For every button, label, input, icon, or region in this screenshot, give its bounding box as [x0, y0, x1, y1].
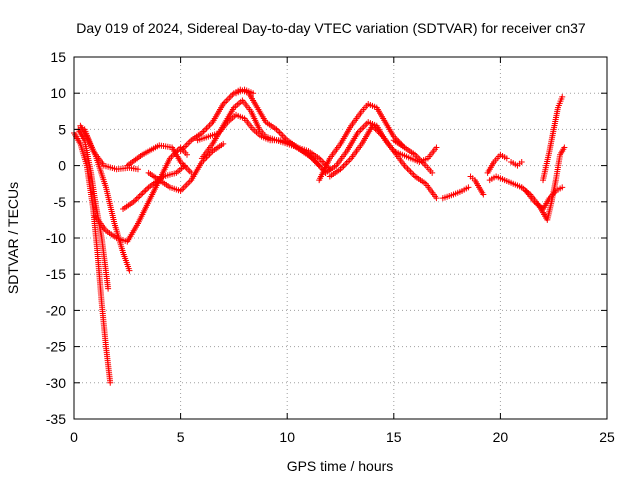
- series-trace-23: [522, 184, 566, 213]
- data-point-marks: [81, 126, 141, 173]
- series-trace-4: [81, 126, 141, 173]
- data-point-marks: [439, 184, 472, 202]
- ticks-layer: 0 5 10 15 20 25 15 10 5 0 -5 -10 -15 -20 -25 -30 -35: [46, 49, 615, 445]
- y-tick-label: 10: [50, 85, 66, 101]
- data-point-marks: [486, 173, 525, 191]
- y-tick-label: 15: [50, 49, 66, 65]
- marks-layer: [71, 86, 568, 386]
- data-point-marks: [467, 173, 487, 198]
- series-trace-18: [467, 173, 487, 198]
- series-trace-21: [508, 158, 525, 169]
- data-point-marks: [390, 137, 436, 176]
- y-tick-label: -25: [46, 339, 66, 355]
- series-trace-13: [316, 101, 408, 184]
- series-trace-7: [145, 140, 227, 194]
- y-tick-label: -20: [46, 302, 66, 318]
- y-tick-label: 5: [58, 121, 66, 137]
- series-trace-6: [120, 162, 188, 213]
- y-tick-label: -15: [46, 266, 66, 282]
- y-tick-label: 0: [58, 158, 66, 174]
- series-trace-17: [439, 184, 472, 202]
- y-axis-title: SDTVAR / TECUs: [5, 182, 21, 294]
- x-tick-label: 5: [177, 429, 185, 445]
- series-trace-8: [124, 142, 195, 176]
- x-tick-label: 20: [493, 429, 509, 445]
- data-point-marks: [124, 142, 195, 176]
- data-point-marks: [540, 93, 566, 184]
- y-tick-label: -30: [46, 375, 66, 391]
- x-tick-label: 15: [386, 429, 402, 445]
- series-trace-15: [326, 122, 440, 202]
- y-tick-label: -5: [54, 194, 67, 210]
- plot-frame: [73, 56, 608, 420]
- x-tick-label: 10: [279, 429, 295, 445]
- data-point-marks: [522, 184, 566, 213]
- data-point-marks: [194, 111, 329, 176]
- data-point-marks: [233, 86, 257, 97]
- data-point-marks: [326, 122, 440, 202]
- series-trace-16: [390, 137, 436, 176]
- series-trace-24: [540, 93, 566, 184]
- y-tick-label: -10: [46, 230, 66, 246]
- x-tick-label: 25: [599, 429, 615, 445]
- series-trace-19: [484, 151, 510, 176]
- series-trace-11: [194, 111, 329, 176]
- data-point-marks: [145, 140, 227, 194]
- x-tick-label: 0: [70, 429, 78, 445]
- series-trace-12: [233, 86, 257, 97]
- grid-layer: [74, 57, 607, 419]
- data-point-marks: [508, 158, 525, 169]
- data-point-marks: [316, 101, 408, 184]
- x-axis-title: GPS time / hours: [287, 458, 394, 474]
- y-tick-label: -35: [46, 411, 66, 427]
- chart-title: Day 019 of 2024, Sidereal Day-to-day VTE…: [76, 20, 586, 36]
- series-trace-20: [486, 173, 525, 191]
- data-point-marks: [484, 151, 510, 176]
- data-point-marks: [120, 162, 188, 213]
